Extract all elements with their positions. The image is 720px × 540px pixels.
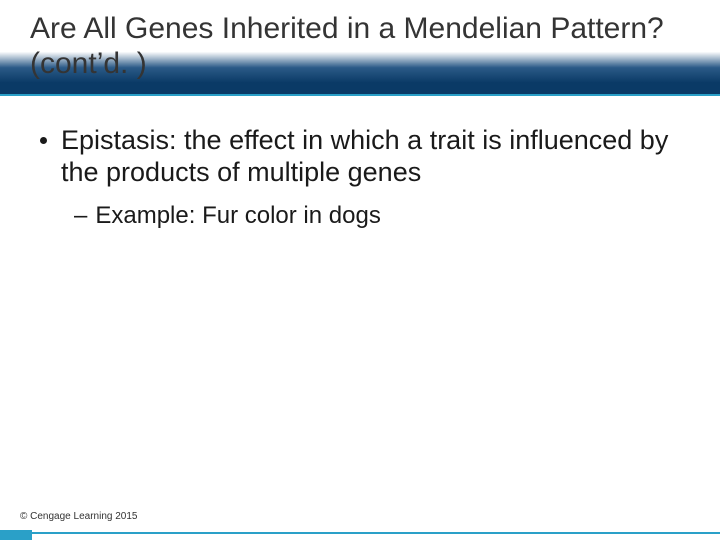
- copyright-footer: © Cengage Learning 2015: [20, 511, 137, 522]
- bullet-level-1: Epistasis: the effect in which a trait i…: [40, 124, 680, 189]
- bullet-level-2: – Example: Fur color in dogs: [74, 201, 680, 231]
- slide-title: Are All Genes Inherited in a Mendelian P…: [30, 12, 700, 81]
- footer-rule: [0, 532, 720, 534]
- corner-accent: [0, 530, 32, 540]
- slide: Are All Genes Inherited in a Mendelian P…: [0, 0, 720, 540]
- bullet-dot-icon: [40, 137, 47, 144]
- content-region: Epistasis: the effect in which a trait i…: [0, 96, 720, 231]
- bullet-dash-icon: –: [74, 201, 87, 231]
- bullet-l1-text: Epistasis: the effect in which a trait i…: [61, 124, 680, 189]
- bullet-l2-text: Example: Fur color in dogs: [95, 201, 380, 231]
- title-region: Are All Genes Inherited in a Mendelian P…: [0, 0, 720, 96]
